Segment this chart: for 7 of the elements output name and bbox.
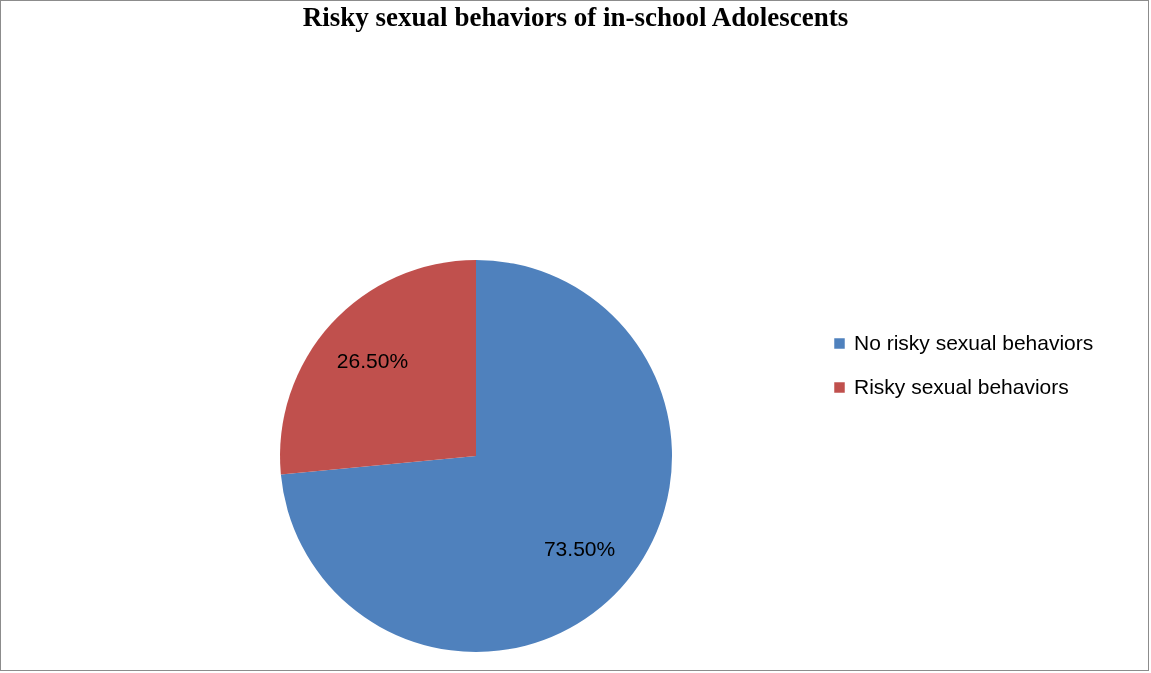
pie-slice [280,260,476,475]
pie-slice [280,260,672,652]
data-label: 73.50% [543,537,616,561]
data-label: 26.50% [336,348,409,372]
legend-label: No risky sexual behaviors [854,330,1094,354]
chart-title: Risky sexual behaviors of in-school Adolescents [302,2,849,32]
legend-label: Risky sexual behaviors [854,374,1069,398]
